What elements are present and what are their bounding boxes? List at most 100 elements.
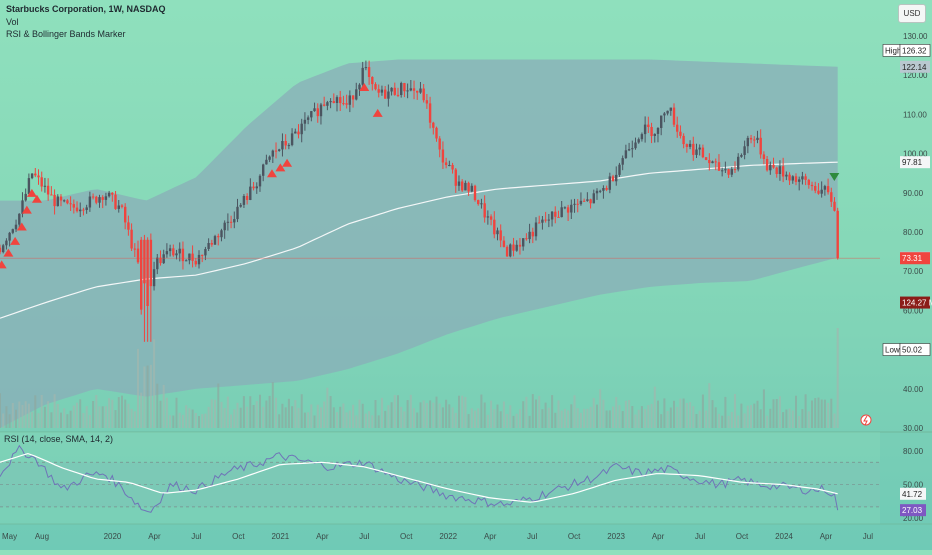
candle-body <box>650 127 653 136</box>
volume-bar <box>676 406 679 428</box>
candle-body <box>124 206 127 223</box>
volume-bar <box>191 409 194 428</box>
event-icon[interactable] <box>860 414 872 426</box>
candle-body <box>451 165 454 170</box>
volume-bar <box>490 400 493 428</box>
volume-bar <box>435 396 438 428</box>
symbol-title[interactable]: Starbucks Corporation, 1W, NASDAQ <box>6 4 166 14</box>
volume-bar <box>483 402 486 428</box>
candle-body <box>541 219 544 223</box>
volume-bar <box>432 402 435 428</box>
candle-body <box>367 67 371 77</box>
volume-bar <box>316 404 319 428</box>
volume-bar <box>673 400 675 428</box>
candle-body <box>592 193 595 204</box>
volume-bar <box>628 400 631 428</box>
bollinger-band-fill <box>0 59 838 428</box>
candle-body <box>351 95 355 100</box>
candle-body <box>303 119 307 124</box>
candle-body <box>242 196 246 205</box>
oversold-marker <box>10 236 21 245</box>
candle-body <box>737 156 740 170</box>
currency-button[interactable]: USD <box>898 4 926 23</box>
volume-bar <box>698 410 701 428</box>
candle-body <box>759 137 762 155</box>
volume-bar <box>130 408 133 428</box>
candle-body <box>43 185 47 187</box>
volume-bar <box>345 412 348 428</box>
candle-body <box>432 122 435 128</box>
volume-bar <box>27 403 30 428</box>
volume-bar <box>830 398 833 428</box>
volume-bar <box>137 348 139 428</box>
volume-bar <box>31 412 34 428</box>
volume-bar <box>101 406 104 428</box>
volume-bar <box>246 406 249 428</box>
volume-bar <box>79 399 82 428</box>
volume-bar <box>348 410 351 428</box>
volume-bar <box>146 365 149 428</box>
candle-body <box>342 103 345 105</box>
time-axis-tick-label: 2024 <box>775 532 793 541</box>
candle-body <box>188 253 191 261</box>
volume-legend[interactable]: Vol <box>6 17 19 27</box>
volume-bar <box>329 396 332 428</box>
candle-body <box>59 196 63 201</box>
candle-body <box>798 179 801 182</box>
volume-bar <box>368 411 371 428</box>
candle-body <box>704 157 708 160</box>
candle-body <box>348 95 351 105</box>
volume-bar <box>689 402 692 428</box>
candle-body <box>685 144 689 147</box>
price-badge-value: 122.14 <box>902 63 927 72</box>
candle-body <box>599 190 602 192</box>
volume-bar <box>486 414 489 428</box>
volume-bar <box>586 408 589 428</box>
candle-body <box>21 200 24 214</box>
candle-body <box>663 113 666 116</box>
candle-body <box>785 174 788 177</box>
candle-body <box>634 142 637 149</box>
candle-body <box>489 216 493 220</box>
candle-body <box>11 229 14 233</box>
candle-body <box>753 139 756 141</box>
volume-bar <box>833 413 836 428</box>
candle-body <box>762 154 766 159</box>
candle-body <box>563 207 567 209</box>
volume-bar <box>631 406 634 428</box>
candle-body <box>477 200 480 205</box>
lightning-icon <box>863 415 868 426</box>
indicator-legend[interactable]: RSI & Bollinger Bands Marker <box>6 29 126 39</box>
rsi-axis-tick-label: 20.00 <box>903 514 924 523</box>
rsi-legend[interactable]: RSI (14, close, SMA, 14, 2) <box>4 434 114 444</box>
volume-bar <box>836 328 839 428</box>
candle-body <box>284 141 287 146</box>
candle-body <box>390 87 393 92</box>
volume-bar <box>817 397 820 428</box>
volume-bar <box>320 407 322 428</box>
candle-body <box>695 149 698 155</box>
volume-bar <box>637 409 640 428</box>
volume-bar <box>400 406 403 428</box>
volume-bar <box>554 412 557 428</box>
candle-body <box>204 249 207 256</box>
candle-body <box>444 162 448 166</box>
oversold-marker <box>0 260 7 269</box>
volume-bar <box>95 395 98 428</box>
price-badge-label: High <box>885 46 901 55</box>
price-badge-label: Low <box>885 346 900 355</box>
volume-bar <box>795 395 797 428</box>
volume-bar <box>618 405 621 428</box>
volume-bar <box>281 403 284 428</box>
volume-bar <box>461 395 464 428</box>
volume-bar <box>740 403 743 428</box>
volume-bar <box>429 400 432 428</box>
candle-body <box>688 143 692 147</box>
oversold-marker <box>275 163 286 172</box>
candle-body <box>104 196 108 200</box>
candle-body <box>579 200 583 205</box>
candle-body <box>810 184 814 187</box>
candle-body <box>326 102 329 106</box>
candle-body <box>69 203 72 205</box>
